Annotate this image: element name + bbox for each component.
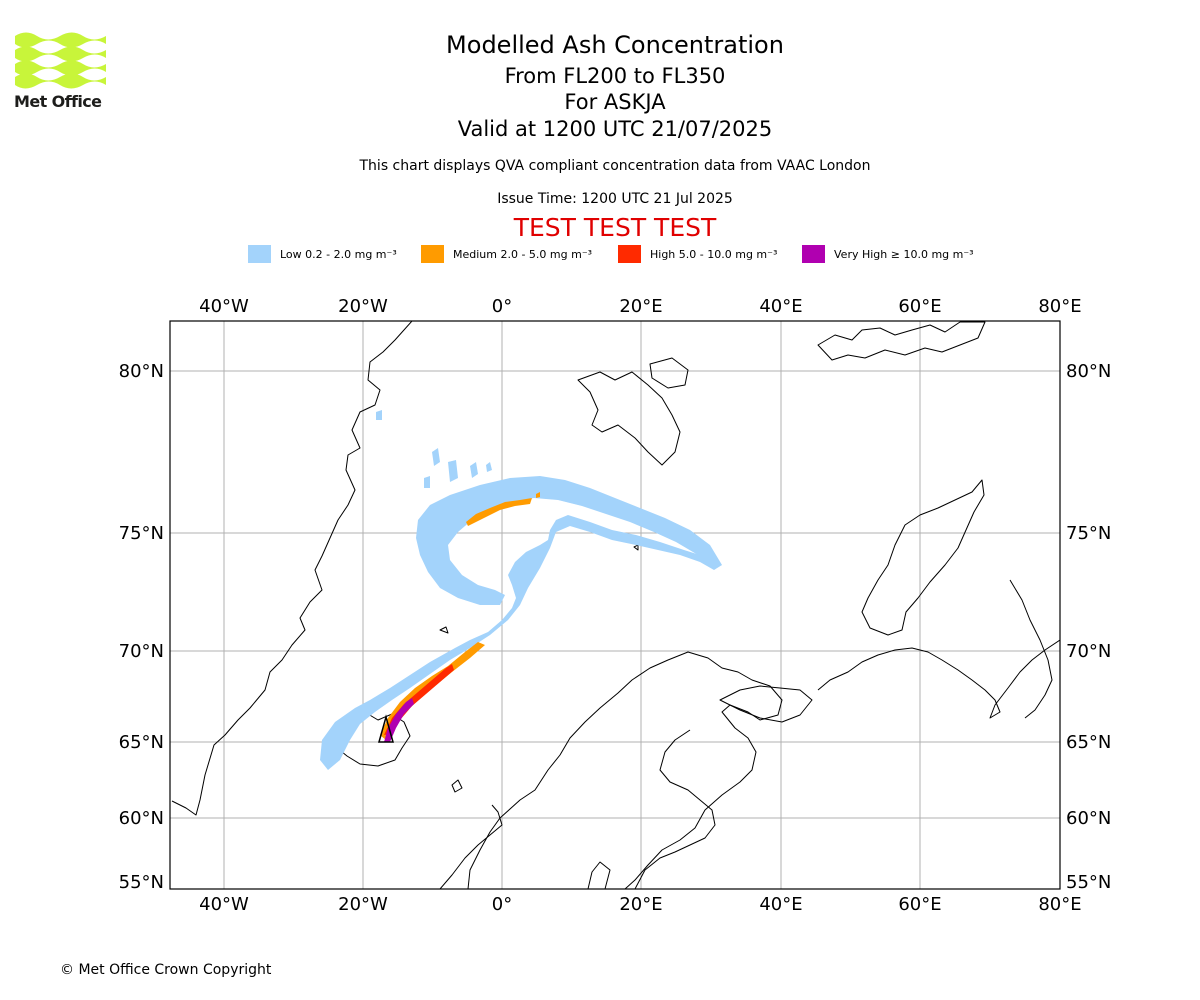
lat-tick-left: 75°N — [119, 523, 164, 544]
legend-label-high: High 5.0 - 10.0 mg m⁻³ — [650, 247, 778, 261]
lat-tick-left: 60°N — [119, 808, 164, 829]
denmark-coast — [587, 861, 611, 889]
lat-tick-left: 70°N — [119, 641, 164, 662]
scandinavia-coast — [467, 651, 783, 889]
legend-label-medium: Medium 2.0 - 5.0 mg m⁻³ — [453, 247, 593, 261]
kola-peninsula-coast — [719, 685, 813, 723]
met-office-waves-icon — [15, 32, 106, 89]
map-content — [170, 321, 1060, 889]
russian-arctic-coast — [817, 639, 1060, 719]
lon-tick-top: 40°W — [199, 296, 249, 317]
map-frame — [169, 320, 1061, 890]
met-office-logo: Met Office — [14, 30, 106, 114]
legend-item-high: High 5.0 - 10.0 mg m⁻³ — [618, 244, 777, 264]
lat-tick-right: 70°N — [1066, 641, 1111, 662]
test-banner: TEST TEST TEST — [513, 213, 717, 242]
volcano-subtitle: For ASKJA — [564, 90, 666, 114]
copyright-notice: © Met Office Crown Copyright — [60, 962, 272, 978]
lon-tick-bottom: 80°E — [1038, 894, 1081, 915]
lon-tick-bottom: 20°E — [619, 894, 662, 915]
coastlines — [171, 321, 1060, 889]
ash-map: 40°W 20°W 0° 20°E 40°E 60°E 80°E 40°W 20… — [119, 296, 1112, 915]
lat-labels-left: 80°N 75°N 70°N 65°N 60°N 55°N — [119, 361, 164, 893]
lat-tick-left: 55°N — [119, 872, 164, 893]
legend-item-very-high: Very High ≥ 10.0 mg m⁻³ — [802, 244, 974, 264]
franz-josef-coast — [817, 321, 986, 361]
lon-tick-bottom: 40°W — [199, 894, 249, 915]
lat-tick-left: 65°N — [119, 732, 164, 753]
bear-island-coast — [633, 544, 639, 551]
legend-label-low: Low 0.2 - 2.0 mg m⁻³ — [280, 247, 397, 261]
lon-tick-top: 0° — [492, 296, 512, 317]
legend-item-medium: Medium 2.0 - 5.0 mg m⁻³ — [421, 244, 592, 264]
svalbard-coast — [577, 371, 681, 466]
lat-tick-right: 60°N — [1066, 808, 1111, 829]
lon-labels-bottom: 40°W 20°W 0° 20°E 40°E 60°E 80°E — [199, 894, 1081, 915]
novaya-zemlya-coast — [861, 479, 985, 636]
legend-swatch-medium — [421, 245, 444, 263]
lon-tick-bottom: 40°E — [759, 894, 802, 915]
lon-tick-bottom: 20°W — [338, 894, 388, 915]
gridlines — [170, 321, 1060, 889]
ash-plume-medium — [380, 492, 540, 740]
volcano-marker-icon — [378, 714, 394, 743]
met-office-logo-text: Met Office — [14, 92, 102, 111]
legend-swatch-high — [618, 245, 641, 263]
chart-title: Modelled Ash Concentration — [446, 31, 784, 59]
ash-plume-low — [320, 410, 722, 770]
legend-item-low: Low 0.2 - 2.0 mg m⁻³ — [248, 244, 397, 264]
lon-tick-top: 40°E — [759, 296, 802, 317]
issue-time: Issue Time: 1200 UTC 21 Jul 2025 — [497, 191, 733, 207]
lon-tick-top: 20°E — [619, 296, 662, 317]
valid-time-subtitle: Valid at 1200 UTC 21/07/2025 — [457, 117, 773, 141]
legend-swatch-low — [248, 245, 271, 263]
faroe-coast — [451, 779, 463, 793]
lat-tick-right: 75°N — [1066, 523, 1111, 544]
legend-label-very-high: Very High ≥ 10.0 mg m⁻³ — [834, 247, 974, 261]
lat-tick-right: 55°N — [1066, 872, 1111, 893]
lon-tick-top: 60°E — [898, 296, 941, 317]
lon-tick-top: 20°W — [338, 296, 388, 317]
lat-labels-right: 80°N 75°N 70°N 65°N 60°N 55°N — [1066, 361, 1111, 893]
jan-mayen-coast — [439, 626, 449, 634]
ash-plume-very-high — [384, 698, 414, 742]
qva-disclaimer: This chart displays QVA compliant concen… — [359, 158, 871, 174]
lat-tick-right: 65°N — [1066, 732, 1111, 753]
scotland-coast — [439, 804, 503, 889]
lon-tick-top: 80°E — [1038, 296, 1081, 317]
lon-labels-top: 40°W 20°W 0° 20°E 40°E 60°E 80°E — [199, 296, 1081, 317]
yamal-coast — [1009, 579, 1053, 719]
flight-level-subtitle: From FL200 to FL350 — [504, 64, 726, 88]
lon-tick-bottom: 60°E — [898, 894, 941, 915]
lon-tick-bottom: 0° — [492, 894, 512, 915]
baltic-coast — [634, 729, 716, 889]
lat-tick-left: 80°N — [119, 361, 164, 382]
greenland-coast — [171, 321, 413, 816]
legend-swatch-very-high — [802, 245, 825, 263]
lat-tick-right: 80°N — [1066, 361, 1111, 382]
nordaustlandet-coast — [649, 357, 689, 389]
